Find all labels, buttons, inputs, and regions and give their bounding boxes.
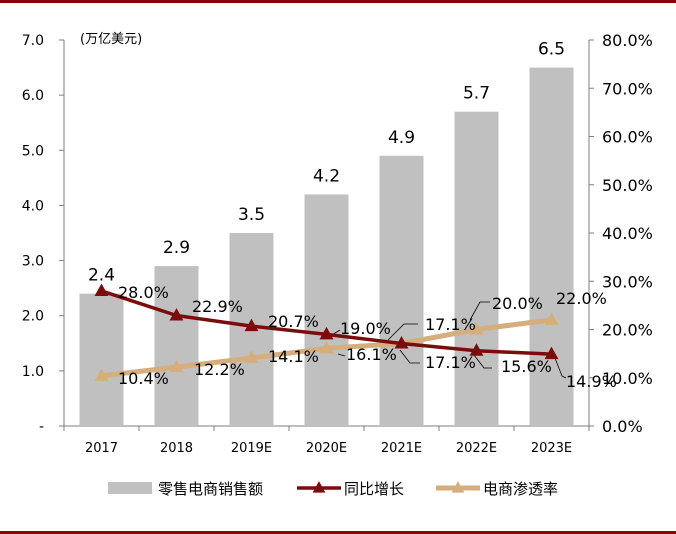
marker-triangle (469, 343, 484, 356)
marker-triangle (544, 346, 559, 360)
left-tick-label: 4.0 (22, 198, 44, 214)
top-rule (0, 0, 676, 3)
x-tick-label: 2021E (381, 441, 422, 456)
bar-value-label: 4.2 (313, 166, 340, 186)
legend-swatch-growth-marker (312, 481, 326, 493)
marker-triangle (169, 308, 184, 321)
left-tick-label: 7.0 (22, 33, 44, 49)
bar (454, 111, 499, 426)
label-leader-line (387, 323, 418, 341)
marker-triangle (94, 368, 109, 381)
growth-label: 15.6% (501, 357, 552, 376)
left-tick-label: 5.0 (22, 143, 44, 159)
unit-label: (万亿美元) (80, 32, 142, 47)
x-tick-label: 2017 (85, 441, 118, 456)
legend-label-growth: 同比增长 (344, 480, 404, 498)
left-tick-label: 6.0 (22, 88, 44, 104)
left-tick-label: - (39, 419, 44, 435)
right-tick-label: 70.0% (602, 79, 653, 98)
right-tick-label: 50.0% (602, 176, 653, 195)
penetration-label: 10.4% (118, 369, 169, 388)
right-tick-label: 10.0% (602, 369, 653, 388)
x-tick-label: 2023E (531, 441, 572, 456)
label-leader-line (473, 354, 492, 369)
marker-triangle (94, 283, 109, 296)
right-tick-label: 20.0% (602, 321, 653, 340)
left-tick-label: 3.0 (22, 254, 44, 270)
x-tick-label: 2019E (231, 441, 272, 456)
marker-triangle (319, 340, 334, 354)
left-tick-label: 1.0 (22, 364, 44, 380)
growth-label: 22.9% (192, 297, 243, 316)
label-leader-line (337, 353, 346, 357)
legend-swatch-bar (108, 482, 152, 494)
marker-triangle (394, 336, 409, 349)
marker-triangle (319, 326, 334, 340)
bar-value-label: 4.9 (388, 128, 415, 148)
bar (154, 266, 199, 426)
growth-label: 17.1% (425, 353, 476, 372)
label-leader-line (399, 349, 420, 364)
growth-label: 20.7% (268, 312, 319, 331)
bar-value-label: 2.9 (163, 238, 190, 258)
left-tick-label: 2.0 (22, 309, 44, 325)
callout-lines (329, 301, 567, 379)
bar-value-label: 5.7 (463, 84, 490, 104)
x-tick-label: 2018 (160, 441, 193, 456)
penetration-label: 22.0% (556, 289, 607, 308)
bar (79, 293, 124, 426)
marker-triangle (244, 318, 259, 332)
data-labels: 2.4 2.9 3.5 4.2 4.9 5.7 6.5 28.0% 22.9% 20.7% 19.0… (88, 40, 617, 391)
penetration-label: 20.0% (492, 294, 543, 313)
marker-triangle (544, 312, 559, 325)
legend-label-penetration: 电商渗透率 (483, 480, 558, 498)
marker-triangle (169, 359, 184, 373)
penetration-label: 16.1% (346, 345, 397, 364)
marker-triangle (244, 350, 259, 364)
right-tick-label: 60.0% (602, 128, 653, 147)
right-tick-label: 0.0% (602, 417, 643, 436)
growth-label: 28.0% (118, 283, 169, 302)
bar-value-label: 3.5 (238, 205, 265, 225)
penetration-label: 12.2% (194, 360, 245, 379)
right-tick-label: 40.0% (602, 224, 653, 243)
axes: - 1.0 2.0 3.0 4.0 5.0 6.0 7.0 0.0% 10.0% 20.0% 30.0… (22, 31, 653, 456)
legend-swatch-penetration-marker (451, 481, 465, 493)
bar (379, 155, 424, 427)
bottom-rule (0, 531, 676, 534)
right-tick-label: 80.0% (602, 31, 653, 50)
marker-triangle (469, 322, 484, 335)
penetration-label: 17.1% (425, 315, 476, 334)
penetration-label: 14.1% (268, 347, 319, 366)
growth-label: 19.0% (340, 319, 391, 338)
legend: 零售电商销售额 同比增长 电商渗透率 (108, 480, 558, 498)
growth-label: 14.9% (566, 372, 617, 391)
x-tick-label: 2022E (456, 441, 497, 456)
line-series (94, 283, 559, 381)
legend-label-bar: 零售电商销售额 (158, 480, 263, 498)
bar-value-label: 6.5 (538, 40, 565, 60)
bar (304, 194, 349, 426)
bar (529, 67, 574, 427)
right-tick-label: 30.0% (602, 272, 653, 291)
label-leader-line (469, 301, 490, 321)
label-leader-line (552, 352, 567, 379)
x-tick-label: 2020E (306, 441, 347, 456)
bar-value-label: 2.4 (88, 266, 115, 286)
